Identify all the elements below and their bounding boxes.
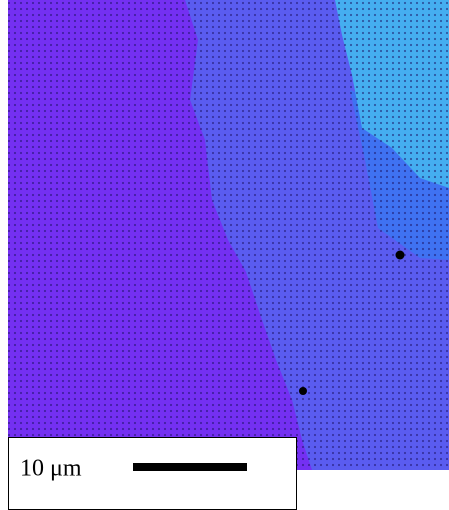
dot-grid: [8, 0, 449, 470]
scale-line: [133, 463, 247, 471]
particle: [299, 387, 307, 395]
scale-bar: 10 μm: [9, 438, 297, 510]
scale-label: 10 μm: [20, 456, 82, 482]
particle: [396, 251, 405, 260]
orientation-map: [8, 0, 449, 470]
micrograph: 10 μm: [0, 0, 449, 510]
